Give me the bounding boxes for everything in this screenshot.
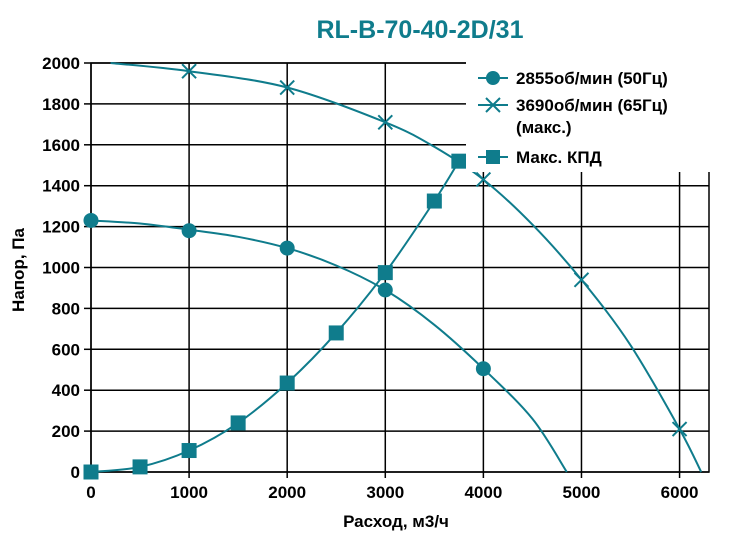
x-tick-label: 3000 <box>366 483 404 502</box>
data-point <box>181 63 197 79</box>
data-point <box>279 240 295 256</box>
series-50hz <box>83 212 568 473</box>
y-tick-label: 800 <box>52 299 80 318</box>
y-tick-label: 1200 <box>42 218 80 237</box>
data-point <box>181 223 197 239</box>
legend-box <box>466 60 736 172</box>
data-point <box>328 325 344 341</box>
series-layer <box>83 62 703 480</box>
y-tick-label: 200 <box>52 422 80 441</box>
data-point <box>230 415 246 431</box>
legend-marker-square <box>486 150 500 164</box>
y-tick-label: 600 <box>52 340 80 359</box>
data-point <box>279 375 295 391</box>
x-tick-label: 6000 <box>661 483 699 502</box>
data-point <box>377 265 393 281</box>
legend-label-max-eff: Макс. КПД <box>516 148 602 167</box>
data-point <box>671 421 688 437</box>
y-tick-label: 400 <box>52 381 80 400</box>
x-tick-label: 2000 <box>268 483 306 502</box>
data-point <box>181 443 197 459</box>
y-tick-label: 1400 <box>42 177 80 196</box>
x-axis-label: Расход, м3/ч <box>343 512 449 531</box>
legend-marker-circle <box>486 71 500 85</box>
legend-label-65hz-line2: (макс.) <box>516 118 572 137</box>
chart-title: RL-B-70-40-2D/31 <box>316 16 523 44</box>
x-tick-label: 5000 <box>563 483 601 502</box>
data-point <box>83 212 99 228</box>
data-point <box>132 459 148 475</box>
data-point <box>475 361 491 377</box>
series-line-max-eff <box>90 160 460 473</box>
y-tick-label: 1000 <box>42 259 80 278</box>
legend-marker-x <box>485 97 501 113</box>
axis-ticks: 0 200 400 600 800 1000 1200 1400 1600 1800 2000 0 10… <box>42 54 698 502</box>
data-point <box>279 79 295 96</box>
legend-label-50hz: 2855об/мин (50Гц) <box>516 69 668 88</box>
series-line-50hz <box>90 219 568 473</box>
series-65hz <box>110 62 703 473</box>
y-tick-label: 1600 <box>42 136 80 155</box>
data-point <box>83 464 99 480</box>
legend-label-65hz: 3690об/мин (65Гц) <box>516 96 668 115</box>
y-tick-label: 1800 <box>42 95 80 114</box>
x-tick-label: 4000 <box>464 483 502 502</box>
data-point <box>426 193 442 209</box>
data-point <box>475 171 492 188</box>
y-axis-label: Напор, Па <box>9 228 28 312</box>
x-tick-label: 1000 <box>170 483 208 502</box>
y-tick-label: 2000 <box>42 54 80 73</box>
data-point <box>377 114 393 131</box>
y-tick-label: 0 <box>71 463 80 482</box>
x-tick-label: 0 <box>86 483 95 502</box>
data-point <box>451 153 467 169</box>
series-max-eff <box>83 153 467 480</box>
data-point <box>377 282 393 298</box>
data-point <box>573 272 590 288</box>
legend: 2855об/мин (50Гц) 3690об/мин (65Гц) (мак… <box>466 60 736 172</box>
